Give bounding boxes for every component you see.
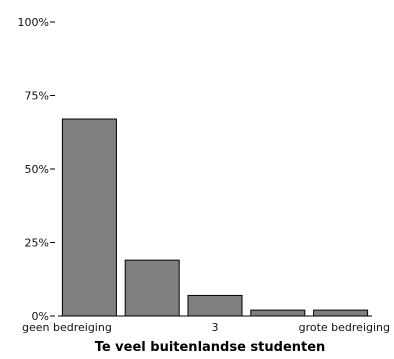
y-tick-label: 0%: [32, 310, 49, 323]
y-axis: 0% 25% 50% 75% 100%: [18, 16, 55, 323]
x-tick-label: geen bedreiging: [22, 321, 112, 334]
bar: [250, 309, 306, 317]
y-tick-label: 50%: [25, 163, 49, 176]
bar: [187, 294, 243, 317]
x-tick-label: grote bedreiging: [299, 321, 390, 334]
x-tick-label: 3: [212, 321, 219, 334]
y-tick-label: 100%: [18, 16, 49, 29]
bar: [61, 118, 117, 317]
x-axis-title: Te veel buitenlandse studenten: [95, 340, 326, 355]
bar: [124, 259, 180, 317]
y-tick-label: 25%: [25, 237, 49, 250]
bar: [313, 309, 369, 317]
x-axis: geen bedreiging 3 grote bedreiging: [22, 315, 390, 334]
bars: [61, 118, 369, 317]
y-tick-label: 75%: [25, 90, 49, 103]
